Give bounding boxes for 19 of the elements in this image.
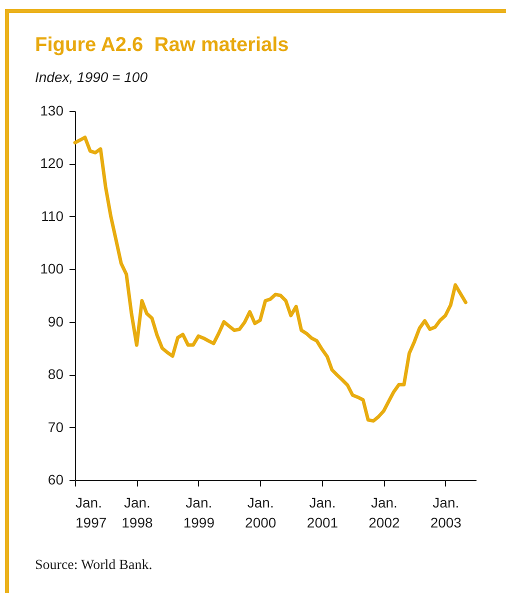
y-tick-label: 100 — [40, 260, 64, 277]
x-tick-label: Jan. 1998 — [122, 494, 153, 530]
x-tick-label: Jan. 2000 — [245, 494, 276, 530]
x-tick-label: Jan. 1999 — [183, 494, 215, 530]
y-tick-label: 60 — [48, 472, 64, 488]
chart-subtitle: Index, 1990 = 100 — [35, 69, 148, 85]
y-tick-label: 110 — [41, 208, 64, 224]
y-tick-label: 120 — [40, 155, 64, 172]
source-note: Source: World Bank. — [35, 558, 152, 574]
y-tick-label: 80 — [48, 366, 64, 382]
x-tick-label: Jan. 2001 — [306, 494, 338, 530]
line-series — [73, 136, 468, 423]
x-tick-label: Jan. 2002 — [368, 494, 400, 530]
y-tick-label: 130 — [40, 102, 64, 118]
x-tick-label: Jan. 1997 — [76, 494, 107, 530]
y-tick-label: 70 — [48, 418, 64, 435]
x-tick-label: Jan. 2003 — [430, 494, 462, 530]
y-tick-label: 90 — [48, 313, 64, 330]
chart-title: Figure A2.6 Raw materials — [35, 34, 289, 57]
